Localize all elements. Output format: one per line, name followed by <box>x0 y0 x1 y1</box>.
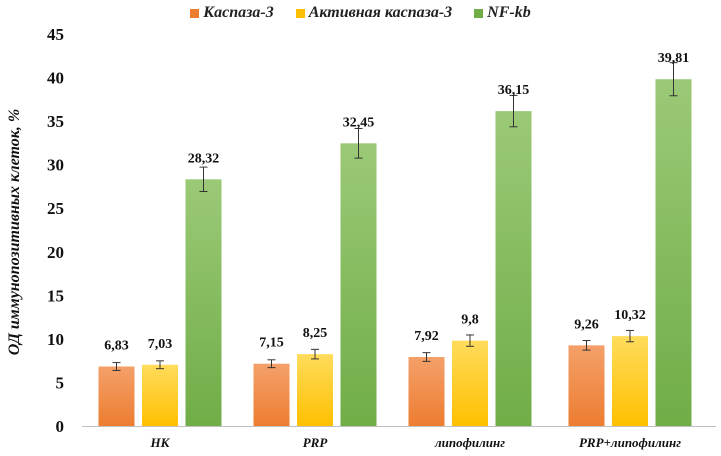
bar-active-caspase3-prp-lipofiling <box>612 336 648 426</box>
data-label: 28,32 <box>188 151 220 166</box>
data-label: 6,83 <box>104 339 129 354</box>
bar-nfkb-prp-lipofiling <box>655 79 692 426</box>
y-tick-label: 15 <box>47 286 64 305</box>
y-axis-label: ОД иммунопозитивных клеток, % <box>6 109 23 355</box>
y-tick-label: 5 <box>56 373 65 392</box>
bar-caspase3-nk <box>98 366 135 426</box>
legend-label-caspase3: Каспаза-3 <box>203 4 274 21</box>
bar-nfkb-nk <box>185 179 222 426</box>
bar-caspase3-prp-lipofiling <box>568 345 605 426</box>
y-tick-label: 0 <box>56 417 65 436</box>
data-label: 32,45 <box>343 115 375 130</box>
bars: 6,83 7,03 28,32 7,15 8,25 32,45 7,92 9,8 36,15 9,… <box>98 51 692 427</box>
category-label-prp: PRP <box>303 435 329 450</box>
legend-swatch-caspase3 <box>190 8 200 18</box>
data-label: 9,26 <box>574 317 599 332</box>
legend: Каспаза-3 Активная каспаза-3 NF-kb <box>0 2 721 24</box>
data-label: 10,32 <box>614 308 646 323</box>
category-labels: НК PRP липофилинг PRP+липофилинг <box>150 435 682 450</box>
category-label-prp-lipofiling: PRP+липофилинг <box>579 435 681 450</box>
y-tick-label: 40 <box>47 69 64 88</box>
bar-active-caspase3-prp <box>297 354 333 426</box>
bar-active-caspase3-nk <box>142 364 178 426</box>
data-label: 7,92 <box>414 329 439 344</box>
legend-swatch-nfkb <box>474 8 484 18</box>
bar-caspase3-prp <box>253 363 290 426</box>
y-tick-label: 20 <box>47 243 64 262</box>
data-label: 8,25 <box>303 326 328 341</box>
bar-nfkb-lipofiling <box>495 111 532 427</box>
y-tick-label: 35 <box>47 112 64 131</box>
y-tick-label: 25 <box>47 199 64 218</box>
data-label: 7,03 <box>148 337 173 352</box>
bar-nfkb-prp <box>340 143 377 426</box>
y-tick-label: 10 <box>47 330 64 349</box>
data-label: 36,15 <box>498 83 530 98</box>
legend-swatch-active-caspase3 <box>295 8 305 18</box>
legend-label-nfkb: NF-kb <box>487 4 531 21</box>
legend-label-active-caspase3: Активная каспаза-3 <box>308 4 453 21</box>
data-label: 9,8 <box>461 313 479 328</box>
legend-item-caspase3: Каспаза-3 <box>190 4 274 22</box>
data-label: 7,15 <box>259 336 284 351</box>
legend-item-nfkb: NF-kb <box>474 4 531 22</box>
bar-caspase3-lipofiling <box>408 357 445 426</box>
y-tick-label: 30 <box>47 156 64 175</box>
data-label: 39,81 <box>658 51 690 66</box>
y-tick-label: 45 <box>47 25 64 44</box>
category-label-lipofiling: липофилинг <box>434 435 505 450</box>
bar-active-caspase3-lipofiling <box>452 340 488 426</box>
category-label-nk: НК <box>150 435 171 450</box>
y-axis: 0 5 10 15 20 25 30 35 40 45 <box>47 25 716 436</box>
legend-item-active-caspase3: Активная каспаза-3 <box>295 4 453 22</box>
